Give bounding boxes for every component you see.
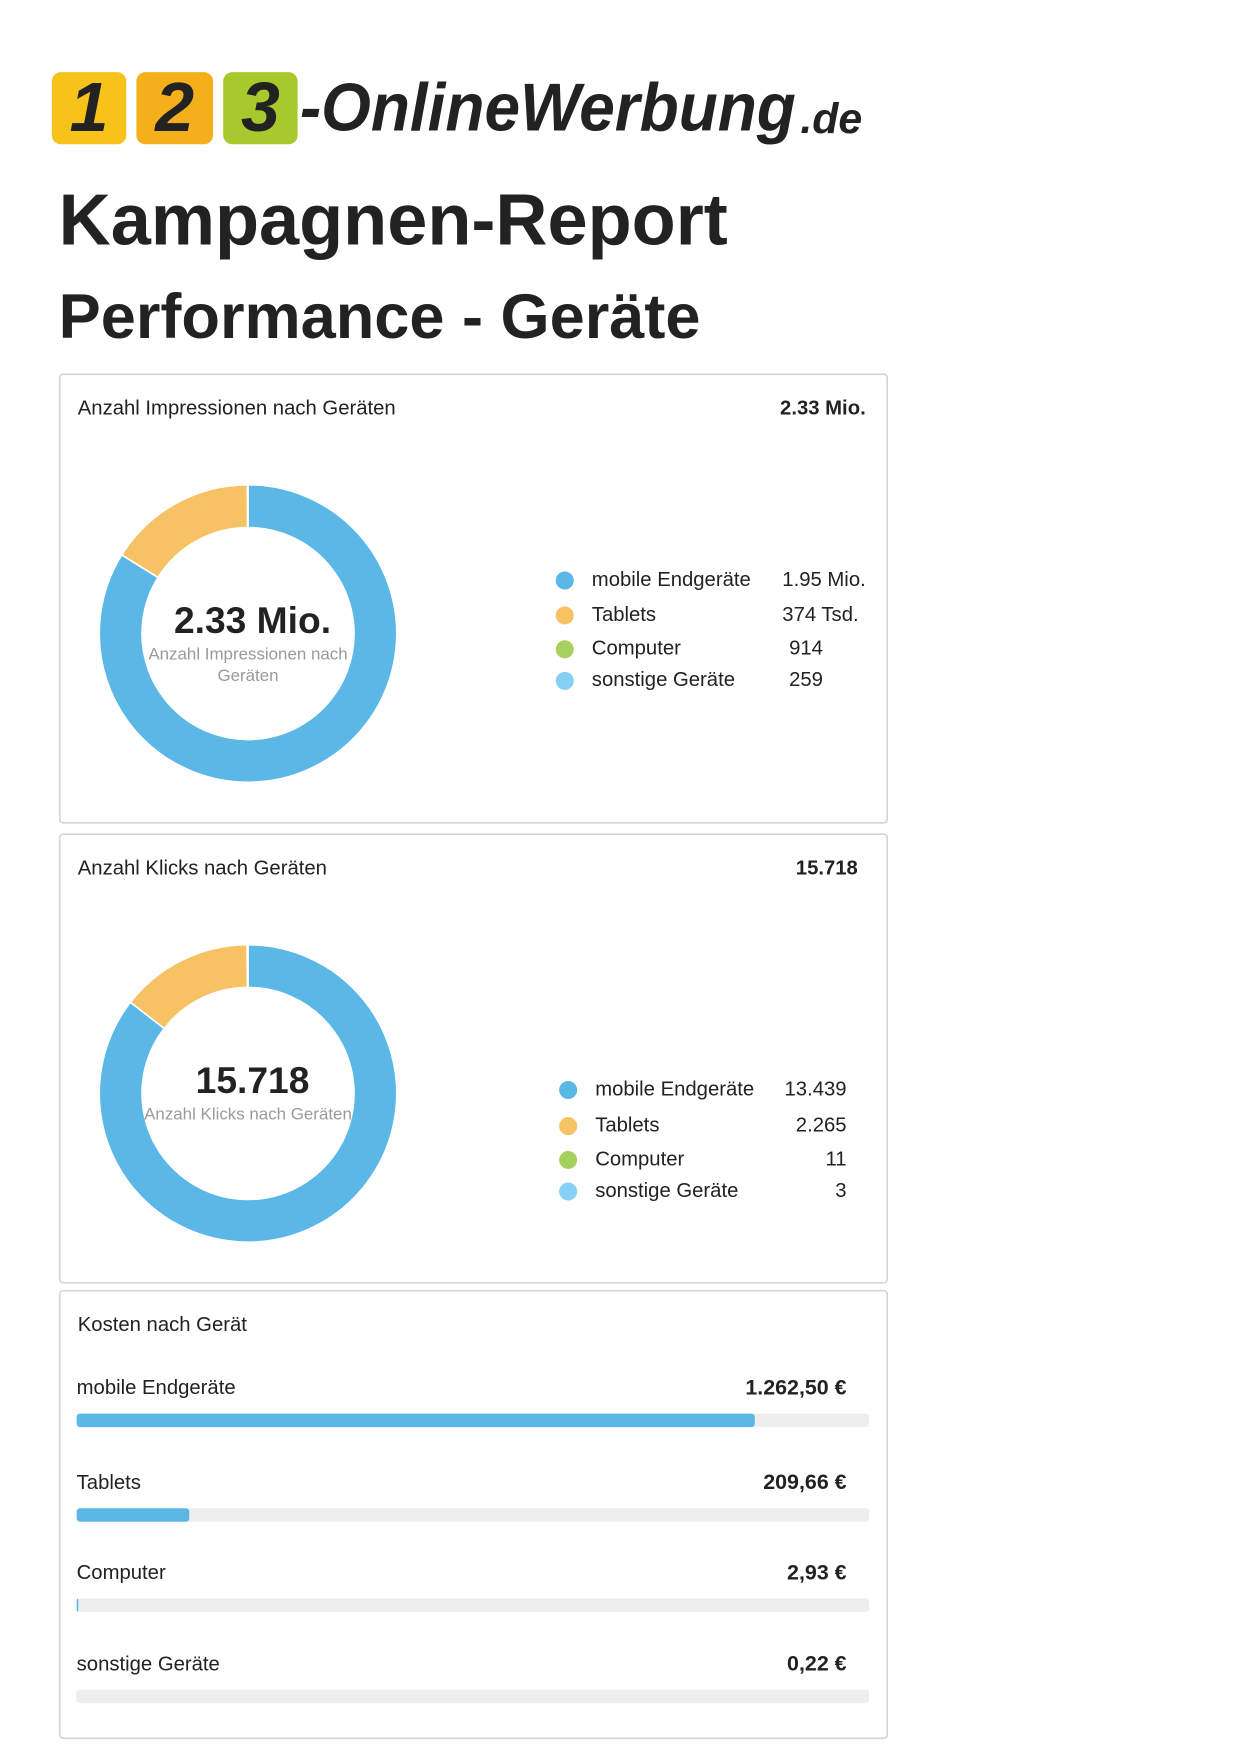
legend-value: 374 Tsd. <box>782 604 858 626</box>
legend-value: 3 <box>835 1180 846 1202</box>
bar-value: 2,93 € <box>787 1560 847 1584</box>
logo-box <box>136 72 214 145</box>
logo-digit: 2 <box>153 68 194 146</box>
bar <box>76 1413 755 1428</box>
card-title: Anzahl Impressionen nach Geräten <box>78 398 396 420</box>
legend-swatch <box>559 1117 578 1136</box>
bar-label: sonstige Geräte <box>77 1653 220 1675</box>
bar-label: mobile Endgeräte <box>77 1377 236 1399</box>
bar-track <box>76 1508 870 1522</box>
bar-value: 1.262,50 € <box>745 1375 846 1399</box>
bar-label: Tablets <box>77 1472 141 1494</box>
legend-swatch <box>555 571 574 590</box>
donut-segment <box>98 943 398 1244</box>
logo-box <box>51 72 127 145</box>
center-label-box: Anzahl Impressionen nach Geräten <box>148 644 348 686</box>
legend-label: sonstige Geräte <box>592 669 735 691</box>
logo-digit: 1 <box>70 68 109 146</box>
legend-value: 11 <box>826 1148 847 1170</box>
legend-swatch <box>555 606 574 625</box>
logo-box <box>223 72 298 145</box>
card-total: 2.33 Mio. <box>780 398 866 420</box>
bar-value: 0,22 € <box>787 1652 847 1676</box>
legend-label: sonstige Geräte <box>595 1180 738 1202</box>
center-label: Anzahl Klicks nach Geräten <box>144 1104 352 1124</box>
legend-swatch <box>559 1182 578 1201</box>
center-label: Anzahl Impressionen nach Geräten <box>148 644 348 686</box>
legend-label: Computer <box>592 638 681 660</box>
center-label-box: Anzahl Klicks nach Geräten <box>144 1104 352 1124</box>
legend-value: 259 <box>789 669 823 691</box>
legend-label: Tablets <box>595 1114 659 1136</box>
legend-label: Computer <box>595 1148 684 1170</box>
bar <box>76 1598 79 1612</box>
legend-swatch <box>555 671 574 690</box>
legend-swatch <box>559 1150 578 1169</box>
bar-track <box>76 1598 870 1612</box>
report-title: Kampagnen-Report <box>59 181 728 261</box>
report-subtitle: Performance - Geräte <box>59 282 701 352</box>
legend-label: mobile Endgeräte <box>592 569 751 591</box>
center-total: 15.718 <box>196 1059 310 1101</box>
card-total: 15.718 <box>796 857 858 879</box>
bar-value: 209,66 € <box>763 1470 846 1494</box>
legend-swatch <box>555 640 574 659</box>
bar <box>76 1508 190 1522</box>
legend-value: 13.439 <box>785 1078 847 1100</box>
logo-text: -OnlineWerbung <box>300 71 796 146</box>
center-total: 2.33 Mio. <box>174 599 331 641</box>
logo: 1 2 3 -OnlineWerbung .de <box>51 68 862 146</box>
bar-label: Computer <box>77 1562 166 1584</box>
legend-value: 1.95 Mio. <box>782 569 865 591</box>
bar-track <box>76 1689 870 1704</box>
legend-value: 914 <box>789 638 823 660</box>
legend-value: 2.265 <box>796 1114 847 1136</box>
legend-label: mobile Endgeräte <box>595 1078 754 1100</box>
logo-tld: .de <box>800 95 862 143</box>
donut-segment <box>98 483 398 784</box>
card-title: Anzahl Klicks nach Geräten <box>78 857 327 879</box>
legend-swatch <box>559 1081 578 1100</box>
legend-label: Tablets <box>592 604 656 626</box>
card-title: Kosten nach Gerät <box>78 1314 247 1336</box>
logo-digit: 3 <box>241 68 280 146</box>
